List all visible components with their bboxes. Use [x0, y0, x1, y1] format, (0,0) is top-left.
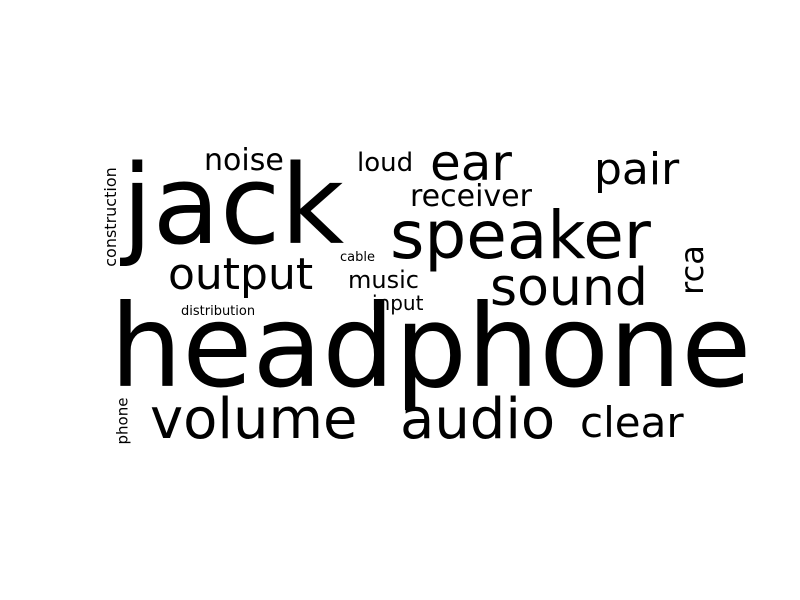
word-construction: construction [101, 167, 120, 267]
word-phone: phone [113, 397, 132, 445]
word-jack: jack [122, 141, 345, 269]
word-pair: pair [594, 144, 680, 195]
word-distribution: distribution [181, 304, 256, 319]
word-volume: volume [150, 387, 358, 452]
word-sound: sound [490, 258, 648, 318]
word-speaker: speaker [390, 197, 651, 274]
word-input: input [372, 291, 424, 315]
word-music: music [348, 266, 419, 294]
word-audio: audio [400, 387, 556, 452]
word-loud: loud [357, 148, 414, 178]
word-ear: ear [430, 134, 512, 192]
word-clear: clear [580, 398, 684, 447]
word-receiver: receiver [410, 179, 532, 214]
word-cable: cable [340, 250, 375, 265]
word-output: output [168, 249, 314, 300]
word-rca: rca [673, 245, 711, 295]
word-headphone: headphone [110, 280, 752, 413]
word-noise: noise [204, 143, 284, 178]
